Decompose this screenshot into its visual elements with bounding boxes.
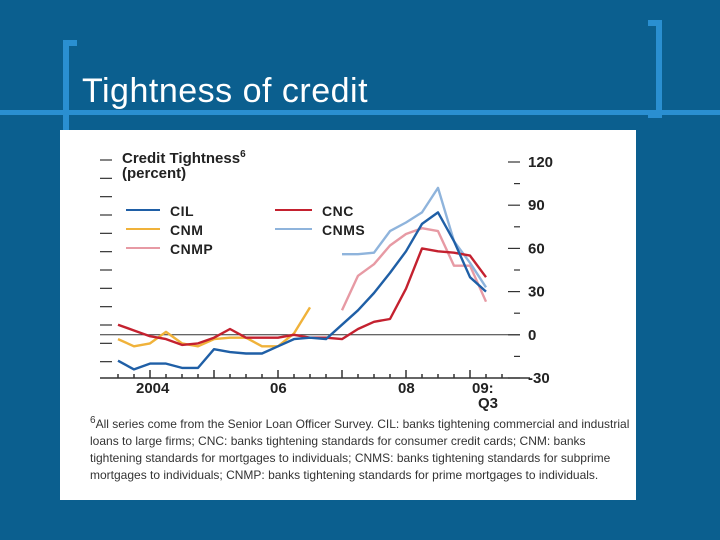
y-tick-label: 30 <box>528 284 545 301</box>
y-tick-label: 0 <box>528 327 536 344</box>
legend-label-cil: CIL <box>170 203 194 219</box>
x-tick-label: 08 <box>398 380 415 397</box>
legend-label-cnc: CNC <box>322 203 354 219</box>
legend-label-cnms: CNMS <box>322 222 365 238</box>
chart-subtitle: (percent) <box>122 165 186 182</box>
series-line-cnms <box>342 186 488 288</box>
x-tick-label: 2004 <box>136 380 170 397</box>
x-tick-label: 09: <box>472 380 494 397</box>
right-bracket-decoration <box>648 20 662 118</box>
chart-panel: Credit Tightness6 (percent) CIL CNC CNM … <box>60 130 636 500</box>
x-tick-label: 06 <box>270 380 287 397</box>
y-tick-label: -30 <box>528 370 550 387</box>
accent-rule <box>0 110 720 115</box>
y-tick-label: 60 <box>528 240 545 257</box>
legend-label-cnmp: CNMP <box>170 241 213 257</box>
footnote-marker: 6 <box>90 415 96 426</box>
x-tick-label: Q3 <box>478 395 498 412</box>
series-line-cnc <box>117 247 487 347</box>
footnote-text: All series come from the Senior Loan Off… <box>90 417 630 482</box>
legend-label-cnm: CNM <box>170 222 203 238</box>
y-tick-label: 120 <box>528 154 553 171</box>
legend: CIL CNC CNM CNMS CNMP <box>126 203 365 257</box>
credit-tightness-chart: Credit Tightness6 (percent) CIL CNC CNM … <box>100 149 553 412</box>
slide-title: Tightness of credit <box>82 72 369 110</box>
chart-title: Credit Tightness6 <box>122 149 246 167</box>
series-line-cnmp <box>340 226 488 311</box>
series-line-cil <box>117 211 487 371</box>
footnote: 6All series come from the Senior Loan Of… <box>90 412 630 484</box>
series-line-cnm <box>117 306 312 348</box>
y-tick-label: 90 <box>528 197 545 214</box>
left-bracket-decoration <box>63 40 77 138</box>
